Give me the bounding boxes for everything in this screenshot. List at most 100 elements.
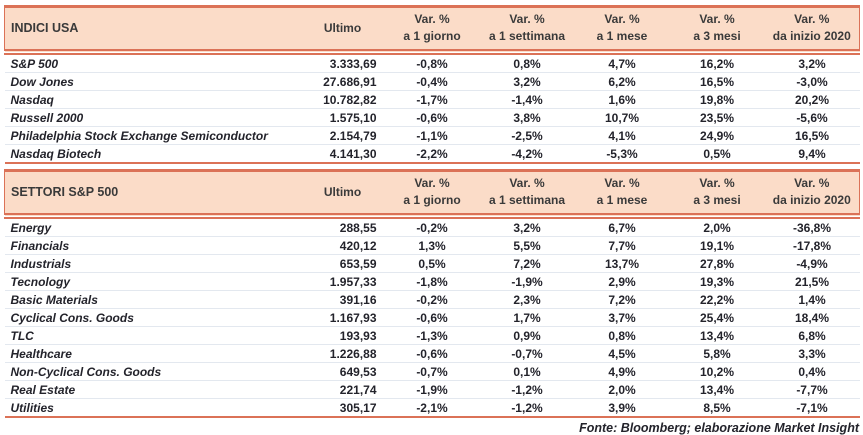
indici-usa-header: INDICI USA Ultimo Var. % a 1 giorno Var.… — [4, 5, 860, 55]
var-value: -1,7% — [384, 90, 480, 109]
row-label: Utilities — [4, 398, 301, 418]
section-title: SETTORI S&P 500 — [4, 169, 301, 219]
var-value: -1,1% — [384, 126, 480, 145]
var-value: 10,2% — [669, 362, 765, 381]
var-value: -4,9% — [764, 254, 860, 273]
table-row: Nasdaq Biotech 4.141,30 -2,2% -4,2% -5,3% 0,5… — [4, 144, 860, 164]
table-row: Non-Cyclical Cons. Goods 649,53 -0,7% 0,1% 4… — [4, 362, 860, 381]
row-label: Basic Materials — [4, 290, 301, 309]
row-label: Nasdaq Biotech — [4, 144, 301, 164]
var-value: 0,1% — [479, 362, 575, 381]
ultimo-value: 193,93 — [300, 326, 385, 345]
var-value: 7,7% — [574, 236, 670, 255]
var-value: -1,2% — [479, 398, 575, 418]
column-header-var-1giorno: Var. % a 1 giorno — [384, 169, 480, 219]
var-label: Var. % — [414, 12, 450, 26]
ultimo-value: 653,59 — [300, 254, 385, 273]
row-label: Energy — [4, 216, 301, 237]
var-value: 19,3% — [669, 272, 765, 291]
ultimo-value: 3.333,69 — [300, 52, 385, 73]
row-label: Financials — [4, 236, 301, 255]
row-label: TLC — [4, 326, 301, 345]
ultimo-value: 1.167,93 — [300, 308, 385, 327]
var-value: -2,1% — [384, 398, 480, 418]
var-value: -0,6% — [384, 344, 480, 363]
var-value: 2,9% — [574, 272, 670, 291]
ultimo-value: 305,17 — [300, 398, 385, 418]
var-value: 0,9% — [479, 326, 575, 345]
var-value: 16,5% — [764, 126, 860, 145]
ultimo-value: 221,74 — [300, 380, 385, 399]
row-label: Russell 2000 — [4, 108, 301, 127]
row-label: Real Estate — [4, 380, 301, 399]
var-value: 4,1% — [574, 126, 670, 145]
var-label: Var. % — [699, 12, 735, 26]
var-sub-label: a 1 settimana — [488, 29, 566, 43]
var-value: -0,4% — [384, 72, 480, 91]
table-row: Dow Jones 27.686,91 -0,4% 3,2% 6,2% 16,5% -3,0… — [4, 72, 860, 91]
column-header-var-1settimana: Var. % a 1 settimana — [479, 5, 575, 55]
ultimo-value: 288,55 — [300, 216, 385, 237]
var-value: 2,0% — [574, 380, 670, 399]
var-value: 9,4% — [764, 144, 860, 164]
ultimo-value: 2.154,79 — [300, 126, 385, 145]
var-value: 1,6% — [574, 90, 670, 109]
var-value: 20,2% — [764, 90, 860, 109]
var-value: 6,8% — [764, 326, 860, 345]
var-value: 2,3% — [479, 290, 575, 309]
table-row: Real Estate 221,74 -1,9% -1,2% 2,0% 13,4% -7,7… — [4, 380, 860, 399]
row-label: Cyclical Cons. Goods — [4, 308, 301, 327]
column-header-var-3mesi: Var. % a 3 mesi — [669, 169, 765, 219]
var-value: 6,7% — [574, 216, 670, 237]
column-header-var-1mese: Var. % a 1 mese — [574, 5, 670, 55]
var-value: 7,2% — [574, 290, 670, 309]
var-value: 3,2% — [764, 52, 860, 73]
var-value: 18,4% — [764, 308, 860, 327]
settori-sp500-body: Energy 288,55 -0,2% 3,2% 6,7% 2,0% -36,8% Finan… — [4, 216, 860, 418]
var-label: Var. % — [794, 12, 830, 26]
var-value: -36,8% — [764, 216, 860, 237]
var-value: 10,7% — [574, 108, 670, 127]
table-row: TLC 193,93 -1,3% 0,9% 0,8% 13,4% 6,8% — [4, 326, 860, 345]
var-value: 0,5% — [384, 254, 480, 273]
var-sub-label: da inizio 2020 — [772, 193, 851, 207]
var-value: 13,7% — [574, 254, 670, 273]
var-value: 19,8% — [669, 90, 765, 109]
var-value: 22,2% — [669, 290, 765, 309]
var-value: 13,4% — [669, 380, 765, 399]
column-header-var-1giorno: Var. % a 1 giorno — [384, 5, 480, 55]
var-label: Var. % — [794, 176, 830, 190]
ultimo-value: 1.575,10 — [300, 108, 385, 127]
var-value: 3,3% — [764, 344, 860, 363]
var-value: 3,7% — [574, 308, 670, 327]
var-value: -17,8% — [764, 236, 860, 255]
var-label: Var. % — [509, 12, 545, 26]
var-value: -1,9% — [479, 272, 575, 291]
var-value: 0,5% — [669, 144, 765, 164]
table-row: Tecnology 1.957,33 -1,8% -1,9% 2,9% 19,3% 21,5… — [4, 272, 860, 291]
var-value: 1,4% — [764, 290, 860, 309]
column-header-ultimo: Ultimo — [300, 5, 385, 55]
ultimo-value: 420,12 — [300, 236, 385, 255]
table-row: S&P 500 3.333,69 -0,8% 0,8% 4,7% 16,2% 3,2% — [4, 52, 860, 73]
var-label: Var. % — [509, 176, 545, 190]
var-value: -0,7% — [384, 362, 480, 381]
var-value: 5,8% — [669, 344, 765, 363]
var-value: -2,2% — [384, 144, 480, 164]
var-value: 13,4% — [669, 326, 765, 345]
column-header-ultimo: Ultimo — [300, 169, 385, 219]
var-value: 0,8% — [574, 326, 670, 345]
table-row: Philadelphia Stock Exchange Semiconducto… — [4, 126, 860, 145]
var-label: Var. % — [414, 176, 450, 190]
var-sub-label: a 1 settimana — [488, 193, 566, 207]
var-value: 21,5% — [764, 272, 860, 291]
var-value: 24,9% — [669, 126, 765, 145]
var-value: -2,5% — [479, 126, 575, 145]
ultimo-value: 649,53 — [300, 362, 385, 381]
var-label: Var. % — [699, 176, 735, 190]
var-value: 1,7% — [479, 308, 575, 327]
var-value: 0,8% — [479, 52, 575, 73]
var-value: 1,3% — [384, 236, 480, 255]
column-header-var-3mesi: Var. % a 3 mesi — [669, 5, 765, 55]
